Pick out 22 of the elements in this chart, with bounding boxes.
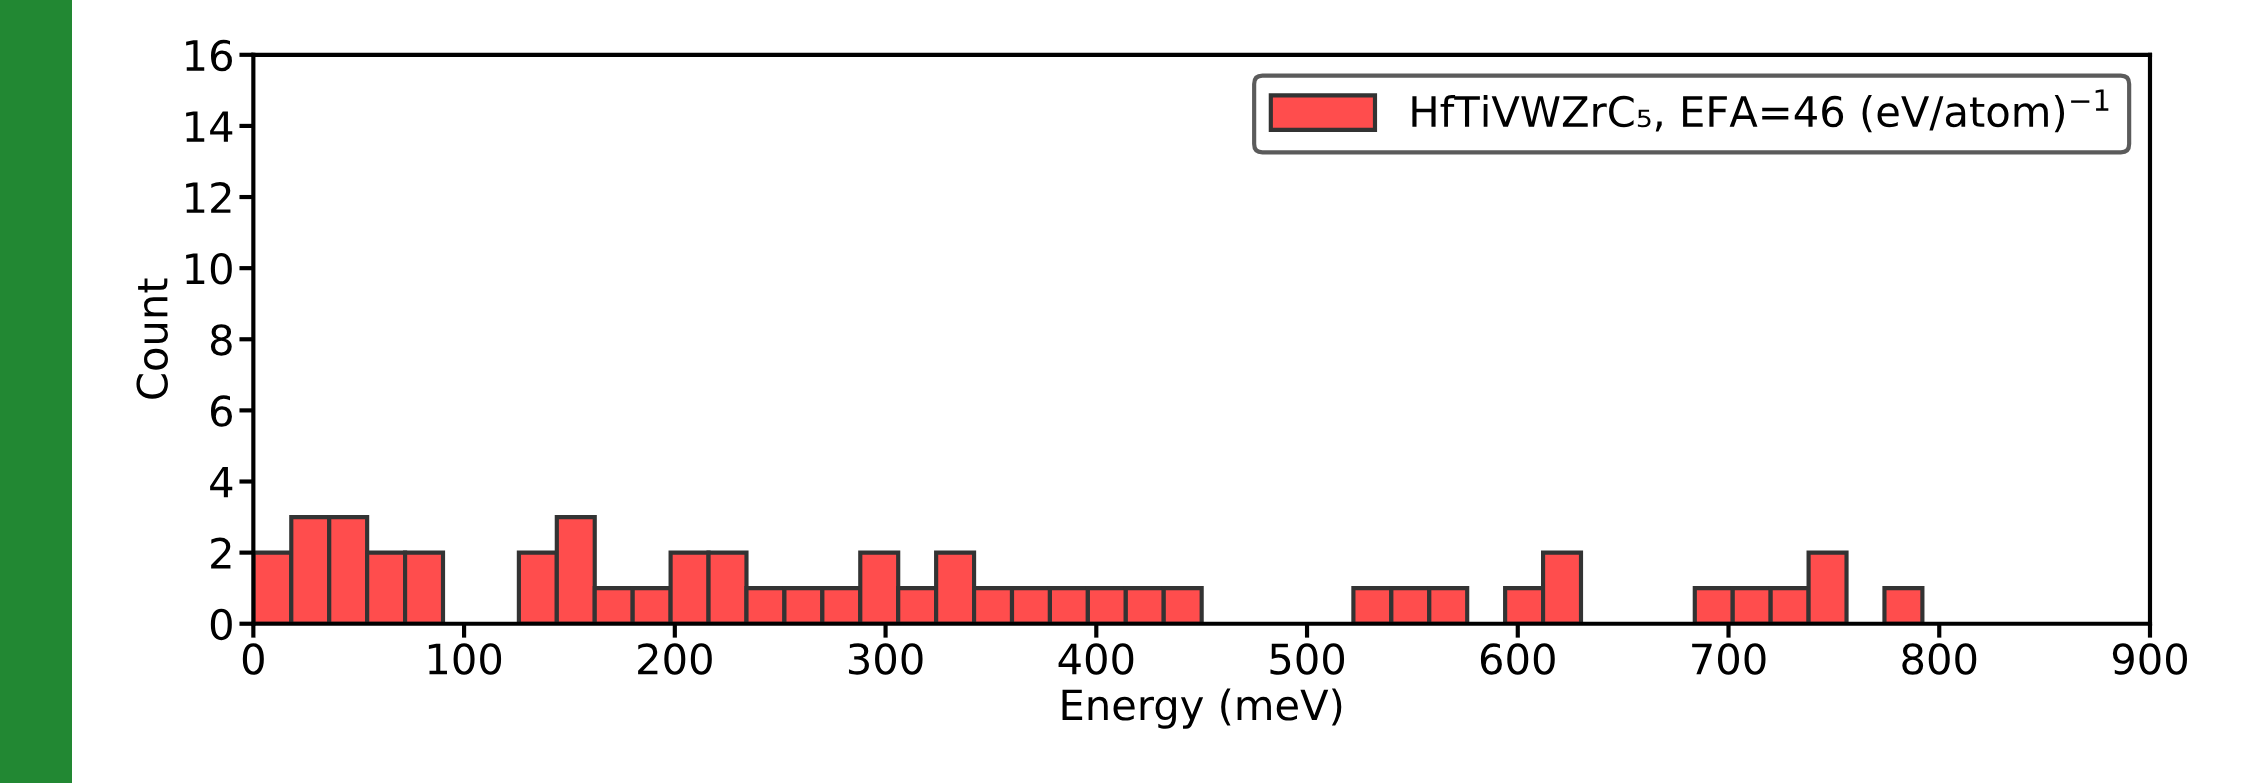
y-tick-label: 16 bbox=[186, 39, 232, 72]
y-axis-title: Count bbox=[136, 278, 168, 399]
x-tick-label: 700 bbox=[1692, 643, 1766, 675]
y-tick-label: 12 bbox=[186, 181, 231, 213]
y-tick-label: 8 bbox=[210, 324, 232, 356]
x-tick-label: 500 bbox=[1270, 643, 1345, 675]
x-tick-label: 600 bbox=[1480, 643, 1555, 675]
x-tick-label: 900 bbox=[2112, 643, 2187, 675]
x-tick-label: 200 bbox=[638, 643, 712, 675]
x-tick-label: 100 bbox=[428, 643, 502, 675]
y-tick-label: 4 bbox=[210, 466, 233, 498]
x-axis-title: Energy (meV) bbox=[1062, 688, 1342, 729]
x-tick-label: 0 bbox=[242, 643, 264, 675]
y-tick-label: 10 bbox=[186, 253, 232, 285]
legend-label: HfTiVWZrC₅, EFA=46 (eV/atom)$^{−1}$ bbox=[1412, 89, 2109, 133]
y-tick-label: 0 bbox=[210, 608, 232, 641]
x-tick-label: 800 bbox=[1902, 643, 1977, 675]
y-tick-label: 14 bbox=[186, 111, 233, 142]
x-tick-label: 400 bbox=[1058, 643, 1134, 675]
y-tick-label: 2 bbox=[211, 537, 231, 569]
y-tick-label: 6 bbox=[211, 395, 232, 427]
x-tick-label: 300 bbox=[848, 643, 923, 675]
